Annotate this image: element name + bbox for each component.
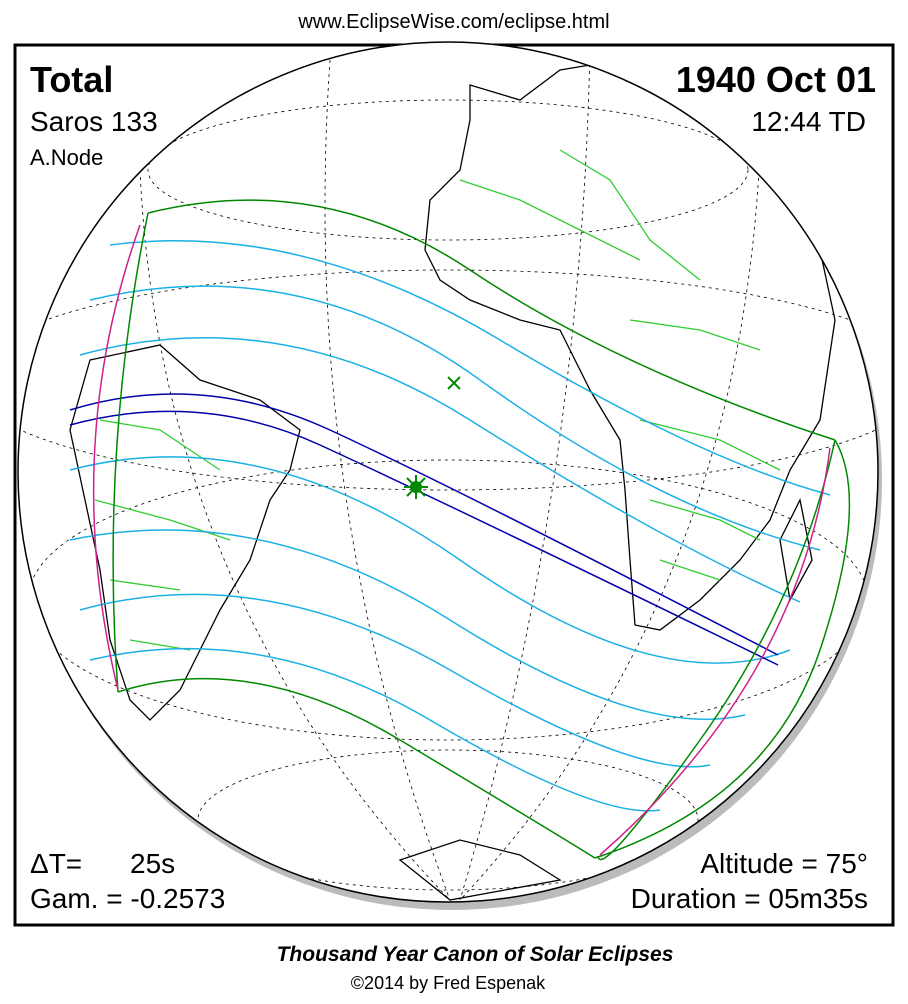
labels: Total 1940 Oct 01 Saros 133 12:44 TD A.N… bbox=[30, 59, 876, 914]
footer-credit: ©2014 by Fred Espenak bbox=[351, 973, 546, 993]
central-path bbox=[69, 393, 779, 666]
url: www.EclipseWise.com/eclipse.html bbox=[297, 11, 609, 33]
node: A.Node bbox=[30, 145, 103, 170]
rise-set-curves bbox=[92, 224, 831, 856]
date: 1940 Oct 01 bbox=[676, 59, 876, 100]
duration: Duration = 05m35s bbox=[631, 883, 868, 914]
gamma: Gam. = -0.2573 bbox=[30, 883, 225, 914]
eclipse-type: Total bbox=[30, 59, 113, 100]
time: 12:44 TD bbox=[751, 106, 866, 137]
saros: Saros 133 bbox=[30, 106, 158, 137]
delta-t-label: ΔT= bbox=[30, 848, 82, 879]
altitude: Altitude = 75° bbox=[700, 848, 868, 879]
penumbral-curves bbox=[69, 239, 831, 812]
eclipse-limits bbox=[112, 199, 851, 861]
footer-title: Thousand Year Canon of Solar Eclipses bbox=[277, 943, 674, 966]
globe bbox=[17, 41, 879, 903]
markers bbox=[404, 376, 461, 499]
delta-t: 25s bbox=[130, 848, 175, 879]
